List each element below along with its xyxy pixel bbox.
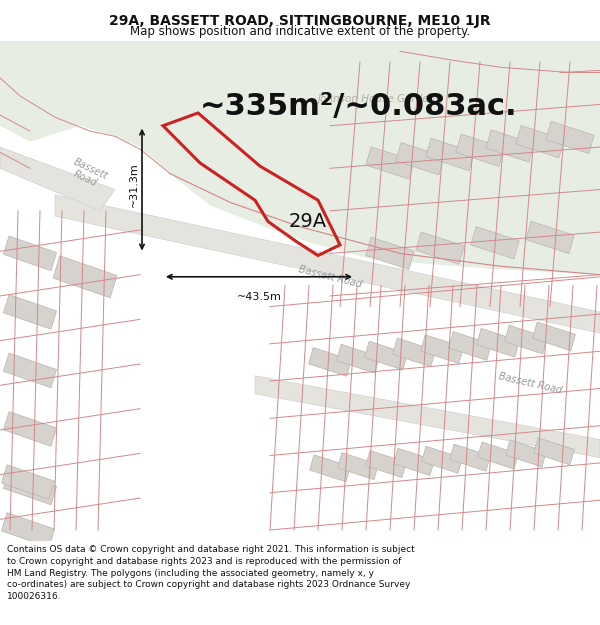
- Text: Johnson House Gardens: Johnson House Gardens: [318, 94, 442, 104]
- Polygon shape: [365, 341, 407, 370]
- Polygon shape: [0, 147, 115, 211]
- Polygon shape: [449, 332, 491, 360]
- Polygon shape: [426, 138, 474, 171]
- Text: Bassett Road: Bassett Road: [298, 264, 362, 289]
- Polygon shape: [449, 444, 490, 471]
- Polygon shape: [255, 376, 600, 458]
- Polygon shape: [422, 446, 463, 473]
- Text: Bassett Road: Bassett Road: [497, 371, 563, 396]
- Text: Map shows position and indicative extent of the property.: Map shows position and indicative extent…: [130, 25, 470, 38]
- Polygon shape: [4, 236, 56, 271]
- Polygon shape: [0, 41, 60, 83]
- Polygon shape: [55, 195, 600, 333]
- Text: ~335m²/~0.083ac.: ~335m²/~0.083ac.: [200, 92, 518, 121]
- Polygon shape: [471, 227, 519, 259]
- Polygon shape: [421, 335, 463, 364]
- Text: 29A, BASSETT ROAD, SITTINGBOURNE, ME10 1JR: 29A, BASSETT ROAD, SITTINGBOURNE, ME10 1…: [109, 14, 491, 28]
- Polygon shape: [456, 134, 504, 166]
- Polygon shape: [0, 41, 600, 274]
- Polygon shape: [338, 452, 379, 480]
- Polygon shape: [416, 232, 464, 264]
- Text: 29A: 29A: [289, 212, 327, 231]
- Polygon shape: [366, 147, 414, 179]
- Text: Bassett
Road: Bassett Road: [67, 156, 109, 191]
- Polygon shape: [310, 455, 350, 482]
- Polygon shape: [526, 221, 574, 254]
- Text: ~43.5m: ~43.5m: [236, 292, 281, 302]
- Polygon shape: [366, 238, 414, 269]
- Polygon shape: [4, 353, 56, 388]
- Polygon shape: [1, 512, 55, 548]
- Polygon shape: [4, 294, 56, 329]
- Polygon shape: [486, 130, 534, 162]
- Text: Contains OS data © Crown copyright and database right 2021. This information is : Contains OS data © Crown copyright and d…: [7, 545, 415, 601]
- Polygon shape: [396, 142, 444, 175]
- Polygon shape: [505, 325, 547, 354]
- Polygon shape: [394, 448, 434, 476]
- Polygon shape: [365, 451, 406, 478]
- Polygon shape: [506, 440, 547, 467]
- Polygon shape: [533, 322, 575, 351]
- Polygon shape: [478, 442, 518, 469]
- Polygon shape: [392, 338, 436, 367]
- Text: ~31.3m: ~31.3m: [129, 162, 139, 207]
- Polygon shape: [1, 465, 55, 499]
- Polygon shape: [4, 470, 56, 505]
- Polygon shape: [476, 328, 520, 357]
- Polygon shape: [53, 256, 117, 298]
- Polygon shape: [516, 126, 564, 158]
- Polygon shape: [308, 348, 352, 376]
- Polygon shape: [546, 121, 594, 154]
- Polygon shape: [533, 438, 574, 465]
- Polygon shape: [337, 344, 379, 373]
- Polygon shape: [4, 412, 56, 446]
